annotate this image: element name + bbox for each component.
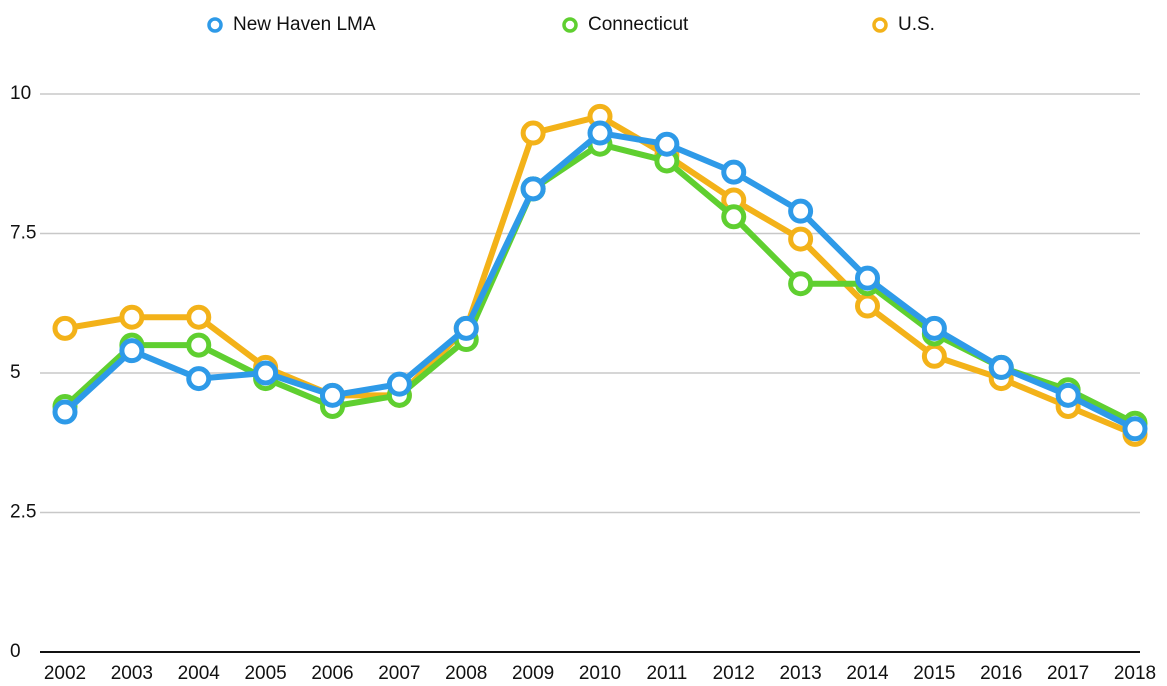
y-tick-label: 2.5 (10, 502, 36, 523)
x-tick-label: 2017 (1047, 663, 1089, 684)
x-tick-label: 2015 (913, 663, 955, 684)
data-point (119, 304, 145, 330)
x-tick-label: 2016 (980, 663, 1022, 684)
data-point (520, 176, 546, 202)
data-point (788, 271, 814, 297)
data-point (520, 120, 546, 146)
legend-marker (872, 17, 888, 33)
data-point (1055, 382, 1081, 408)
data-point (186, 332, 212, 358)
data-point (453, 315, 479, 341)
x-tick-label: 2007 (378, 663, 420, 684)
x-tick-label: 2009 (512, 663, 554, 684)
series-line (62, 130, 1137, 432)
x-tick-label: 2010 (579, 663, 621, 684)
data-point (921, 315, 947, 341)
data-point (855, 293, 880, 319)
legend-label: U.S. (898, 14, 935, 35)
data-point (320, 382, 345, 408)
data-point (1122, 416, 1148, 442)
data-point (788, 226, 814, 252)
data-point (988, 354, 1014, 380)
x-tick-label: 2011 (646, 663, 687, 684)
data-point (654, 131, 680, 157)
x-tick-label: 2014 (846, 663, 889, 684)
x-tick-label: 2004 (178, 663, 221, 684)
data-point (721, 204, 747, 230)
y-tick-label: 10 (10, 83, 31, 104)
x-tick-label: 2003 (111, 663, 153, 684)
x-tick-label: 2002 (44, 663, 86, 684)
data-point (52, 399, 78, 425)
x-tick-label: 2012 (713, 663, 755, 684)
legend-marker (207, 17, 223, 33)
data-point (587, 120, 613, 146)
x-tick-label: 2018 (1114, 663, 1156, 684)
legend-label: Connecticut (588, 14, 689, 35)
x-tick-label: 2006 (311, 663, 353, 684)
data-point (253, 360, 279, 386)
series-line (62, 141, 1137, 426)
data-point (119, 338, 145, 364)
x-tick-label: 2013 (779, 663, 821, 684)
data-point (52, 315, 78, 341)
data-point (921, 343, 947, 369)
legend-label: New Haven LMA (233, 14, 376, 35)
series-line (64, 113, 1137, 438)
y-tick-label: 0 (10, 641, 21, 662)
data-point (788, 198, 814, 224)
y-tick-label: 7.5 (10, 223, 36, 244)
x-tick-label: 2005 (244, 663, 286, 684)
x-tick-label: 2008 (445, 663, 487, 684)
data-point (855, 265, 880, 291)
data-point (186, 304, 212, 330)
data-point (386, 371, 412, 397)
legend-marker (562, 17, 578, 33)
data-point (721, 159, 747, 185)
data-point (186, 366, 212, 392)
y-tick-label: 5 (10, 362, 21, 383)
